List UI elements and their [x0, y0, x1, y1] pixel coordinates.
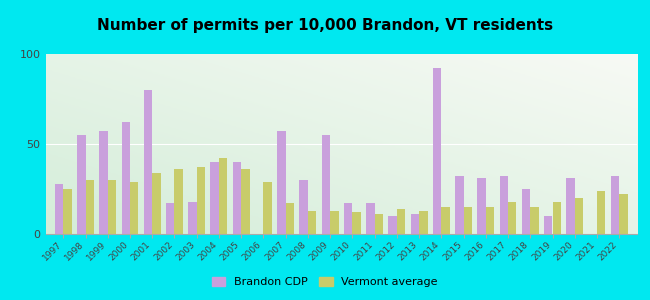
Bar: [566, 178, 575, 234]
Bar: [522, 189, 530, 234]
Bar: [300, 180, 308, 234]
Bar: [463, 207, 472, 234]
Bar: [219, 158, 227, 234]
Bar: [174, 169, 183, 234]
Bar: [619, 194, 628, 234]
Bar: [500, 176, 508, 234]
Bar: [575, 198, 583, 234]
Bar: [611, 176, 619, 234]
Bar: [63, 189, 72, 234]
Bar: [55, 184, 63, 234]
Bar: [108, 180, 116, 234]
Bar: [241, 169, 250, 234]
Bar: [122, 122, 130, 234]
Bar: [433, 68, 441, 234]
Bar: [263, 182, 272, 234]
Bar: [597, 191, 605, 234]
Bar: [397, 209, 406, 234]
Bar: [152, 173, 161, 234]
Bar: [197, 167, 205, 234]
Bar: [441, 207, 450, 234]
Bar: [99, 131, 108, 234]
Bar: [374, 214, 383, 234]
Bar: [389, 216, 397, 234]
Bar: [419, 211, 428, 234]
Bar: [530, 207, 539, 234]
Bar: [308, 211, 317, 234]
Bar: [144, 90, 152, 234]
Bar: [411, 214, 419, 234]
Bar: [166, 203, 174, 234]
Bar: [211, 162, 219, 234]
Bar: [344, 203, 352, 234]
Bar: [508, 202, 517, 234]
Bar: [552, 202, 561, 234]
Text: Number of permits per 10,000 Brandon, VT residents: Number of permits per 10,000 Brandon, VT…: [97, 18, 553, 33]
Bar: [477, 178, 486, 234]
Bar: [277, 131, 285, 234]
Bar: [233, 162, 241, 234]
Bar: [352, 212, 361, 234]
Bar: [544, 216, 552, 234]
Bar: [455, 176, 463, 234]
Bar: [285, 203, 294, 234]
Bar: [330, 211, 339, 234]
Bar: [86, 180, 94, 234]
Bar: [366, 203, 374, 234]
Bar: [77, 135, 86, 234]
Bar: [486, 207, 494, 234]
Bar: [130, 182, 138, 234]
Legend: Brandon CDP, Vermont average: Brandon CDP, Vermont average: [207, 272, 443, 291]
Bar: [188, 202, 197, 234]
Bar: [322, 135, 330, 234]
